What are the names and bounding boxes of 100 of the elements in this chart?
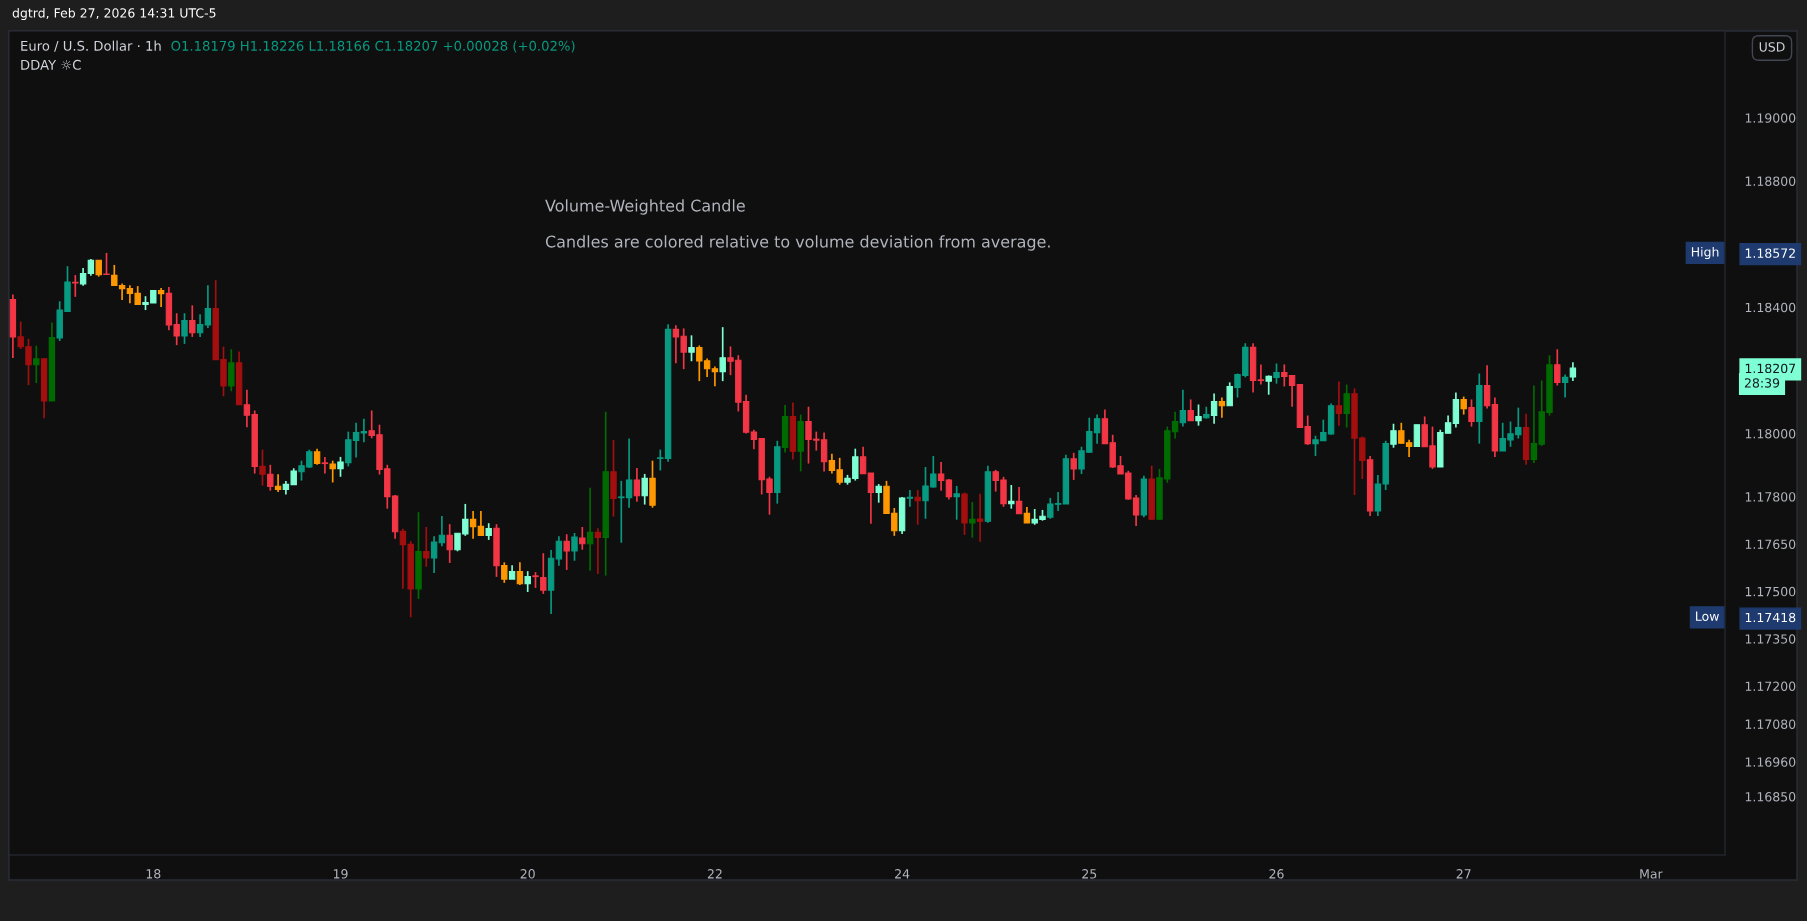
candlestick (1179, 388, 1187, 428)
y-tick-label: 1.16960 (1745, 757, 1796, 767)
candlestick (501, 561, 508, 584)
annotation: O1.18179 H1.18226 L1.18166 C1.18207 +0.00028 (+0.02%) (171, 40, 575, 53)
x-tick-label: 20 (520, 869, 535, 879)
x-tick-label: 24 (895, 869, 910, 879)
candlestick (1187, 398, 1194, 422)
candlestick (688, 334, 695, 363)
candlestick (633, 467, 641, 503)
candlestick (711, 365, 719, 388)
candlestick (719, 326, 726, 382)
candlestick (516, 561, 524, 586)
candlestick (329, 459, 336, 484)
y-tick-label: 1.19000 (1745, 113, 1796, 123)
x-tick-label: 25 (1082, 869, 1097, 879)
candlestick (1335, 380, 1343, 427)
candlestick (1218, 396, 1226, 419)
y-tick-label: 1.18572 (1745, 248, 1795, 258)
annotation: Low (1696, 611, 1719, 621)
candlestick (586, 486, 594, 572)
candlestick (906, 489, 914, 508)
candlestick (594, 527, 602, 575)
candlestick (1008, 484, 1015, 510)
x-tick-label: 26 (1269, 869, 1284, 879)
candlestick (1070, 451, 1077, 481)
candlestick (72, 274, 79, 298)
candlestick (189, 304, 196, 338)
candlestick (1015, 486, 1023, 515)
text: dgtrd, Feb 27, 2026 14:31 UTC-5 (12, 7, 216, 21)
candlestick (321, 456, 329, 475)
candlestick (914, 489, 921, 526)
candlestick (1569, 361, 1577, 382)
candlestick (103, 252, 110, 276)
candlestick (563, 533, 570, 571)
candlestick (1195, 403, 1202, 427)
candlestick (228, 348, 235, 393)
candlestick (969, 501, 976, 539)
y-tick-label: 1.17350 (1745, 634, 1796, 644)
y-tick-label: 1.17418 (1745, 612, 1796, 623)
candlestick (579, 526, 586, 551)
candlestick (1390, 422, 1397, 449)
candlestick (1343, 383, 1350, 429)
candlestick (937, 461, 945, 492)
text: Euro / U.S. Dollar · 1h (21, 40, 161, 52)
candlestick (446, 523, 453, 564)
candlestick (274, 473, 282, 493)
candlestick (196, 313, 204, 338)
candlestick (1554, 348, 1561, 387)
candlestick (423, 526, 430, 568)
y-tick-label: 1.18400 (1745, 302, 1796, 313)
candlestick (1273, 362, 1280, 385)
candlestick (1468, 398, 1475, 428)
candlestick (1210, 392, 1218, 425)
y-tick-label: 1.16850 (1745, 792, 1796, 802)
candlestick (33, 344, 40, 384)
annotation: Volume-Weighted Candle (545, 199, 745, 215)
candlestick (477, 510, 485, 537)
x-tick-label: 18 (146, 869, 161, 879)
candlestick (641, 473, 648, 506)
text: USD (1759, 42, 1785, 52)
candlestick (259, 448, 266, 487)
candlestick (953, 485, 960, 521)
y-tick-label: 1.17080 (1745, 719, 1796, 729)
candlestick (1452, 391, 1460, 429)
annotation: High (1691, 246, 1719, 259)
y-tick-label: 1.18800 (1745, 176, 1796, 186)
candlestick (1265, 374, 1272, 396)
candlestick (469, 510, 477, 540)
candlestick (204, 284, 212, 329)
candlestick (875, 483, 882, 504)
y-tick-label: 1.18000 (1745, 429, 1796, 439)
candlestick (1483, 364, 1491, 410)
candlestick (157, 287, 165, 308)
candlestick (524, 570, 531, 593)
y-tick-label: 1.18207 (1745, 363, 1796, 374)
text: 28:39 (1744, 378, 1780, 388)
candlestick (1413, 423, 1421, 448)
annotation: Candles are colored relative to volume deviation from average. (545, 235, 1050, 251)
candlestick (1257, 363, 1265, 386)
candlestick (181, 312, 188, 345)
candlestick (430, 535, 438, 574)
candlestick (540, 552, 547, 595)
candlestick (867, 472, 875, 525)
candlestick (555, 535, 563, 567)
x-tick-label: 27 (1456, 869, 1471, 879)
candlestick (267, 463, 274, 492)
x-tick-label: 22 (707, 869, 722, 879)
candlestick (976, 492, 984, 543)
candlestick (571, 532, 578, 562)
candlestick (859, 445, 867, 475)
candlestick (337, 456, 344, 478)
x-tick-label: Mar (1640, 869, 1663, 879)
y-tick-label: 1.17500 (1745, 586, 1796, 597)
x-tick-label: 19 (333, 869, 348, 879)
candlestick (1226, 381, 1233, 407)
y-tick-label: 1.17800 (1745, 492, 1796, 502)
y-tick-label: 1.17650 (1745, 539, 1796, 549)
text: DDAY ☼C (21, 59, 81, 70)
candlestick (1561, 373, 1569, 399)
y-tick-label: 1.17200 (1745, 681, 1796, 692)
